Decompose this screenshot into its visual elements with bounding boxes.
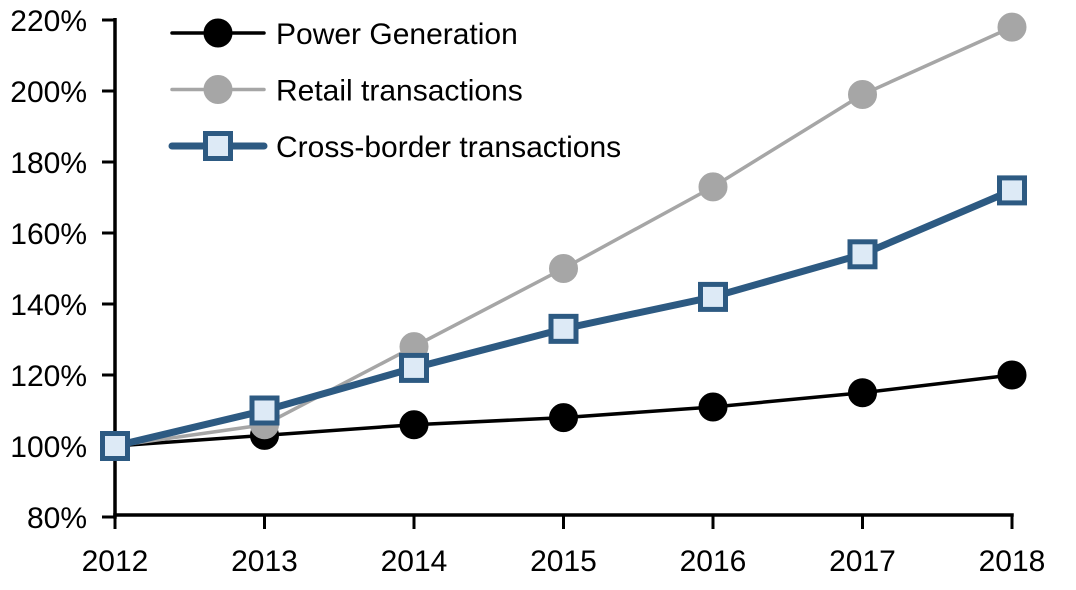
legend-item-cross-border-transactions: Cross-border transactions (168, 131, 621, 164)
marker-square-cross-border-transactions (698, 281, 728, 312)
x-axis-tick-label: 2017 (829, 545, 896, 578)
y-axis-tick-label: 120% (10, 360, 87, 393)
marker-square-cross-border-transactions (100, 431, 130, 461)
marker-circle-retail-transactions (848, 80, 877, 110)
legend: Power Generation Retail transactions Cross… (168, 18, 621, 164)
marker-circle-power-generation (698, 392, 728, 422)
legend-label-cross-border-transactions: Cross-border transactions (276, 131, 621, 164)
marker-circle-retail-transactions (997, 12, 1027, 42)
marker-square-cross-border-transactions (249, 395, 280, 426)
legend-item-power-generation: Power Generation (170, 18, 518, 51)
marker-circle-retail-transactions (698, 172, 728, 202)
marker-circle-power-generation (549, 403, 578, 433)
y-axis-tick-label: 160% (10, 218, 87, 251)
x-axis-tick-label: 2015 (530, 545, 597, 578)
x-axis-tick-label: 2018 (979, 545, 1046, 578)
legend-item-retail-transactions: Retail transactions (170, 75, 523, 108)
y-axis-tick-label: 80% (27, 502, 87, 535)
marker-circle-power-generation (399, 410, 429, 440)
series-power-generation (100, 360, 1027, 461)
legend-label-power-generation: Power Generation (276, 18, 518, 51)
marker-circle-legend-retail-transactions (203, 75, 233, 104)
marker-square-cross-border-transactions (399, 352, 429, 383)
y-axis-tick-label: 100% (10, 431, 87, 464)
marker-square-cross-border-transactions (548, 313, 579, 344)
marker-square-cross-border-transactions (847, 239, 878, 270)
x-axis-tick-label: 2016 (680, 545, 747, 578)
y-axis-tick-label: 220% (10, 5, 87, 38)
axes: 80% 100% 120% 140% 160% 180% 200% 220% 2012 2013 2… (10, 5, 1045, 578)
x-axis-tick-label: 2013 (231, 545, 298, 578)
marker-circle-power-generation (848, 378, 877, 408)
marker-circle-retail-transactions (549, 254, 578, 283)
x-axis-tick-label: 2014 (381, 545, 448, 578)
marker-square-cross-border-transactions (997, 175, 1027, 206)
y-axis-tick-label: 140% (10, 289, 87, 322)
legend-label-retail-transactions: Retail transactions (276, 75, 523, 108)
marker-square-legend-cross-border-transactions (203, 131, 233, 161)
series-cross-border-transactions (100, 175, 1027, 461)
y-axis-tick-label: 180% (10, 147, 87, 180)
marker-circle-power-generation (997, 360, 1027, 390)
y-axis-tick-label: 200% (10, 76, 87, 109)
marker-circle-legend-power-generation (203, 18, 233, 48)
series-retail-transactions (100, 12, 1027, 461)
x-axis-tick-label: 2012 (82, 545, 149, 578)
